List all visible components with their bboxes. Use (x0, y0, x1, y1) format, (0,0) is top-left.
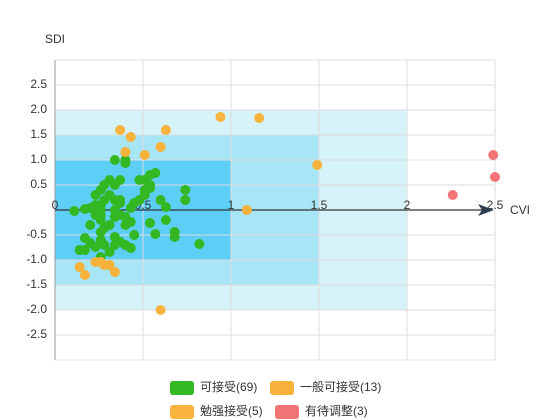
tick-labels: 2.52.01.51.00.5-0.5-1.0-1.5-2.0-2.50 0.5 1… (26, 77, 503, 341)
point (74, 262, 85, 272)
legend-swatch (275, 405, 299, 419)
legend-label: 可接受(69) (200, 379, 257, 394)
x-axis-arrow (478, 204, 494, 216)
point (160, 215, 171, 225)
point (85, 220, 96, 230)
y-tick-label: 1.0 (30, 152, 47, 166)
legend-label: 勉强接受(5) (200, 403, 263, 418)
point (85, 203, 96, 213)
y-tick-label: -1.0 (26, 252, 47, 266)
point (99, 240, 110, 250)
legend: 可接受(69) 一般可接受(13) 勉强接受(5) 有待调整(3) (170, 379, 381, 419)
y-tick-label: 0.5 (30, 177, 47, 191)
point (155, 195, 166, 205)
point (155, 142, 166, 152)
point (120, 147, 131, 157)
point (109, 267, 120, 277)
points (69, 112, 500, 315)
point (145, 183, 156, 193)
point (180, 195, 191, 205)
point (120, 220, 131, 230)
point (145, 218, 156, 228)
legend-swatch (170, 381, 194, 395)
legend-label: 有待调整(3) (305, 403, 368, 418)
point (95, 205, 106, 215)
point (241, 205, 252, 215)
point (120, 158, 131, 168)
point (129, 230, 140, 240)
point (447, 190, 458, 200)
x-tick-label: 1.5 (311, 198, 328, 212)
point (104, 260, 115, 270)
x-tick-label: 0 (52, 198, 59, 212)
point (99, 223, 110, 233)
y-tick-label: 1.5 (30, 127, 47, 141)
point (90, 242, 101, 252)
point (104, 247, 115, 257)
y-axis-title: SDI (45, 32, 65, 46)
point (109, 155, 120, 165)
x-tick-label: 1 (228, 198, 235, 212)
legend-swatch (170, 405, 194, 419)
point (169, 232, 180, 242)
y-tick-label: -2.0 (26, 302, 47, 316)
point (488, 150, 499, 160)
point (160, 202, 171, 212)
y-tick-label: -1.5 (26, 277, 47, 291)
point (150, 229, 161, 239)
point (79, 270, 90, 280)
x-tick-label: 2 (404, 198, 411, 212)
point (254, 113, 265, 123)
y-tick-label: -0.5 (26, 227, 47, 241)
point (180, 185, 191, 195)
point (155, 305, 166, 315)
point (69, 206, 80, 216)
point (139, 150, 150, 160)
point (109, 180, 120, 190)
point (194, 239, 205, 249)
x-tick-label: 2.5 (487, 198, 504, 212)
point (125, 203, 136, 213)
point (79, 245, 90, 255)
point (150, 168, 161, 178)
y-tick-label: 2.0 (30, 102, 47, 116)
point (312, 160, 323, 170)
axes (54, 59, 495, 361)
y-tick-label: -2.5 (26, 327, 47, 341)
point (109, 205, 120, 215)
point (95, 257, 106, 267)
point (160, 125, 171, 135)
point (215, 112, 226, 122)
point (125, 132, 136, 142)
point (490, 172, 500, 182)
y-tick-label: 2.5 (30, 77, 47, 91)
legend-label: 一般可接受(13) (300, 379, 381, 394)
point (125, 243, 136, 253)
x-axis-title: CVI (510, 203, 530, 217)
point (99, 195, 110, 205)
point (139, 190, 150, 200)
point (115, 125, 126, 135)
legend-swatch (270, 381, 294, 395)
point (115, 195, 126, 205)
point (134, 175, 145, 185)
